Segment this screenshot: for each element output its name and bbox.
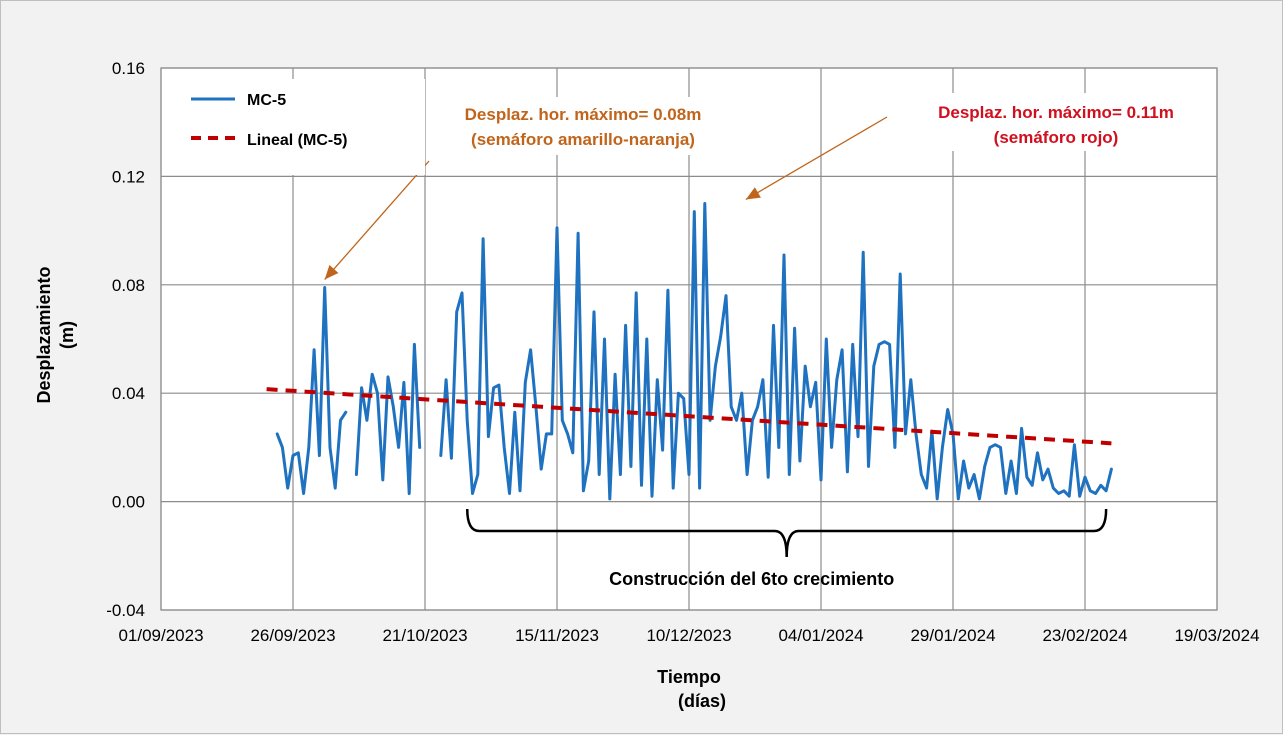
y-tick-labels: -0.04 0.00 0.04 0.08 0.12 0.16	[106, 59, 145, 620]
x-tick-label: 23/02/2024	[1042, 626, 1127, 645]
x-tick-labels: 01/09/2023 26/09/2023 21/10/2023 15/11/2023…	[118, 626, 1259, 645]
x-tick-label: 29/01/2024	[910, 626, 995, 645]
legend-background	[173, 79, 425, 175]
legend-label-mc5: MC-5	[247, 92, 286, 109]
y-tick-label: 0.12	[112, 167, 145, 186]
annotation-max1-line2: (semáforo amarillo-naranja)	[471, 130, 695, 149]
x-tick-label: 10/12/2023	[646, 626, 731, 645]
x-tick-label: 26/09/2023	[250, 626, 335, 645]
y-tick-label: 0.08	[112, 276, 145, 295]
x-tick-label: 01/09/2023	[118, 626, 203, 645]
x-tick-label: 19/03/2024	[1174, 626, 1259, 645]
x-tick-label: 21/10/2023	[382, 626, 467, 645]
x-tick-label: 15/11/2023	[515, 626, 599, 645]
annotation-max1-line1: Desplaz. hor. máximo= 0.08m	[465, 105, 702, 124]
y-tick-label: -0.04	[106, 601, 145, 620]
y-axis-title: Desplazamiento	[34, 266, 54, 403]
x-axis-title: Tiempo	[657, 667, 721, 687]
x-tick-label: 04/01/2024	[778, 626, 863, 645]
x-axis-subtitle: (días)	[678, 691, 726, 711]
legend: MC-5 Lineal (MC-5)	[173, 79, 425, 175]
annotation-max2-line1: Desplaz. hor. máximo= 0.11m	[938, 103, 1174, 122]
legend-label-lineal: Lineal (MC-5)	[247, 132, 347, 149]
y-tick-label: 0.04	[112, 384, 145, 403]
bracket-label: Construcción del 6to crecimiento	[609, 569, 894, 589]
y-tick-label: 0.00	[112, 493, 145, 512]
y-tick-label: 0.16	[112, 59, 145, 78]
y-axis-subtitle: (m)	[57, 321, 77, 349]
annotation-max2-line2: (semáforo rojo)	[994, 128, 1119, 147]
